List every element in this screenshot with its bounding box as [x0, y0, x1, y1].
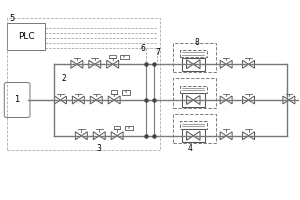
Text: 2: 2: [61, 74, 66, 83]
Bar: [114, 126, 120, 129]
Bar: [182, 129, 205, 142]
Bar: [180, 86, 207, 93]
Bar: [173, 114, 216, 143]
Text: FI: FI: [123, 55, 126, 59]
Text: FI: FI: [128, 126, 131, 130]
Bar: [7, 23, 46, 50]
Bar: [182, 58, 205, 71]
Bar: [180, 121, 207, 129]
Text: PLC: PLC: [18, 32, 34, 41]
Bar: [173, 78, 216, 108]
Bar: [110, 55, 116, 58]
Bar: [7, 18, 160, 150]
Text: 7: 7: [155, 48, 160, 57]
Text: 3: 3: [97, 144, 102, 153]
Bar: [122, 90, 130, 95]
Text: 5: 5: [10, 14, 15, 23]
Text: 4: 4: [188, 144, 193, 153]
Text: 8: 8: [195, 38, 200, 47]
Bar: [120, 55, 129, 59]
Bar: [111, 90, 118, 94]
Text: FI: FI: [124, 90, 128, 94]
Bar: [173, 43, 216, 72]
Bar: [180, 50, 207, 57]
Text: 6: 6: [140, 44, 145, 53]
Text: 1: 1: [14, 95, 20, 104]
Bar: [182, 93, 205, 107]
Bar: [125, 126, 134, 130]
